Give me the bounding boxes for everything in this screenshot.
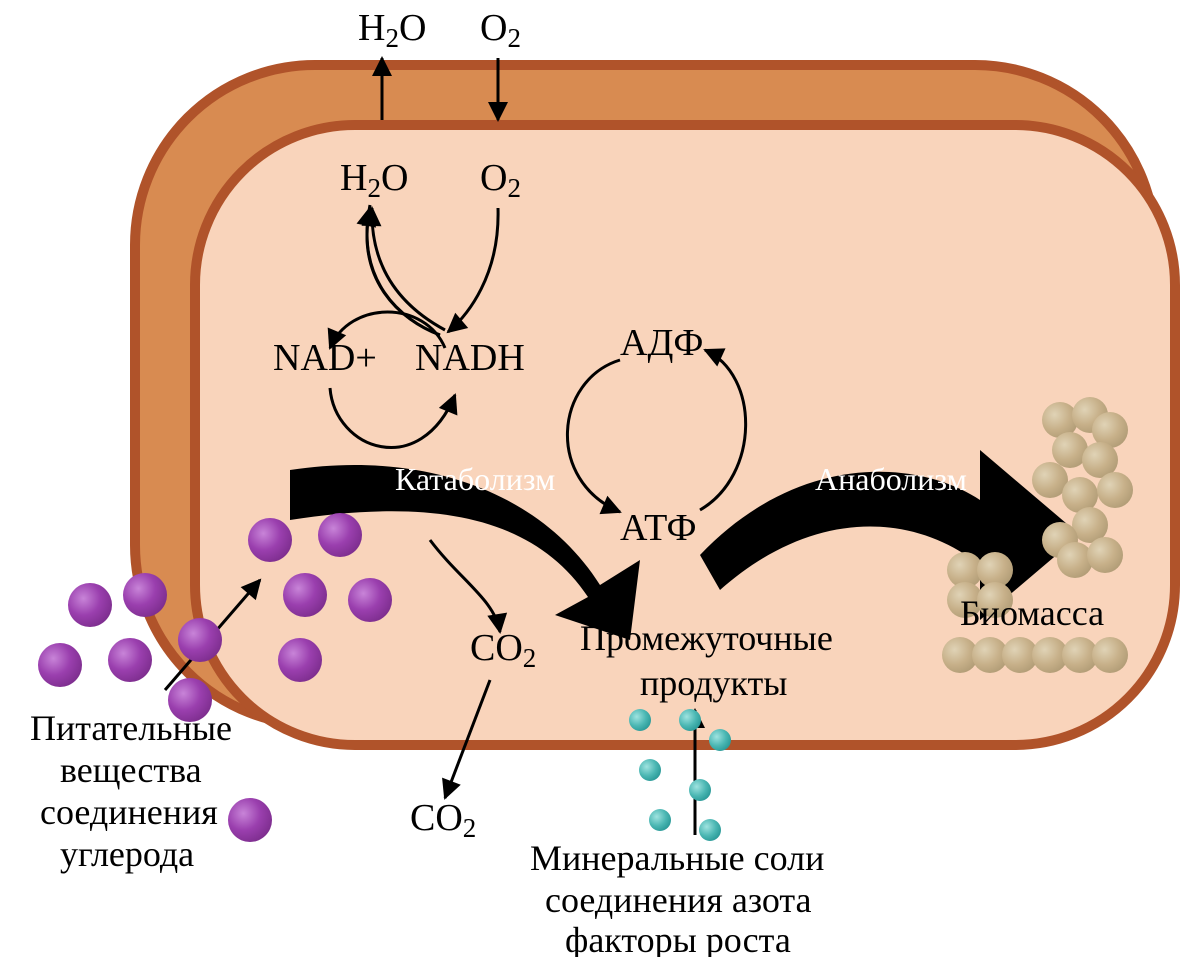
nutrient-sphere-9 — [318, 513, 362, 557]
label-o2_out: O2 — [480, 7, 521, 53]
mineral-sphere-1 — [679, 709, 701, 731]
mineral-sphere-5 — [649, 809, 671, 831]
nutrient-sphere-6 — [228, 798, 272, 842]
biomass-sphere-10 — [1057, 542, 1093, 578]
mineral-sphere-2 — [709, 729, 731, 751]
label-anabolism: Анаболизм — [815, 461, 967, 497]
nutrient-sphere-7 — [248, 518, 292, 562]
mineral-sphere-3 — [639, 759, 661, 781]
nutrient-sphere-2 — [108, 638, 152, 682]
biomass-sphere-21 — [1092, 637, 1128, 673]
label-nad: NAD+ — [273, 337, 377, 379]
label-nutrients1: Питательные — [30, 708, 232, 748]
label-minerals3: факторы роста — [565, 920, 791, 957]
label-biomass: Биомасса — [960, 593, 1104, 633]
label-h2o_out: H2O — [358, 7, 426, 53]
nutrient-sphere-1 — [38, 643, 82, 687]
label-nutrients2: вещества — [60, 750, 202, 790]
biomass-sphere-11 — [1087, 537, 1123, 573]
mineral-sphere-0 — [629, 709, 651, 731]
label-minerals1: Минеральные соли — [530, 838, 824, 878]
nutrient-sphere-0 — [68, 583, 112, 627]
nutrient-sphere-10 — [348, 578, 392, 622]
nutrient-sphere-8 — [283, 573, 327, 617]
label-nutrients3: соединения — [40, 792, 218, 832]
label-atp: АТФ — [620, 507, 697, 549]
biomass-sphere-7 — [1097, 472, 1133, 508]
label-catabolism: Катаболизм — [395, 461, 555, 497]
mineral-sphere-4 — [689, 779, 711, 801]
label-co2_out: CO2 — [410, 797, 476, 843]
label-intermediate1: Промежуточные — [580, 618, 833, 658]
nutrient-sphere-11 — [278, 638, 322, 682]
nutrient-sphere-3 — [123, 573, 167, 617]
label-minerals2: соединения азота — [545, 880, 812, 920]
nutrient-sphere-4 — [178, 618, 222, 662]
label-intermediate2: продукты — [640, 663, 787, 703]
label-adp: АДФ — [620, 322, 703, 364]
label-nadh: NADH — [415, 337, 525, 379]
label-nutrients4: углерода — [60, 834, 194, 874]
